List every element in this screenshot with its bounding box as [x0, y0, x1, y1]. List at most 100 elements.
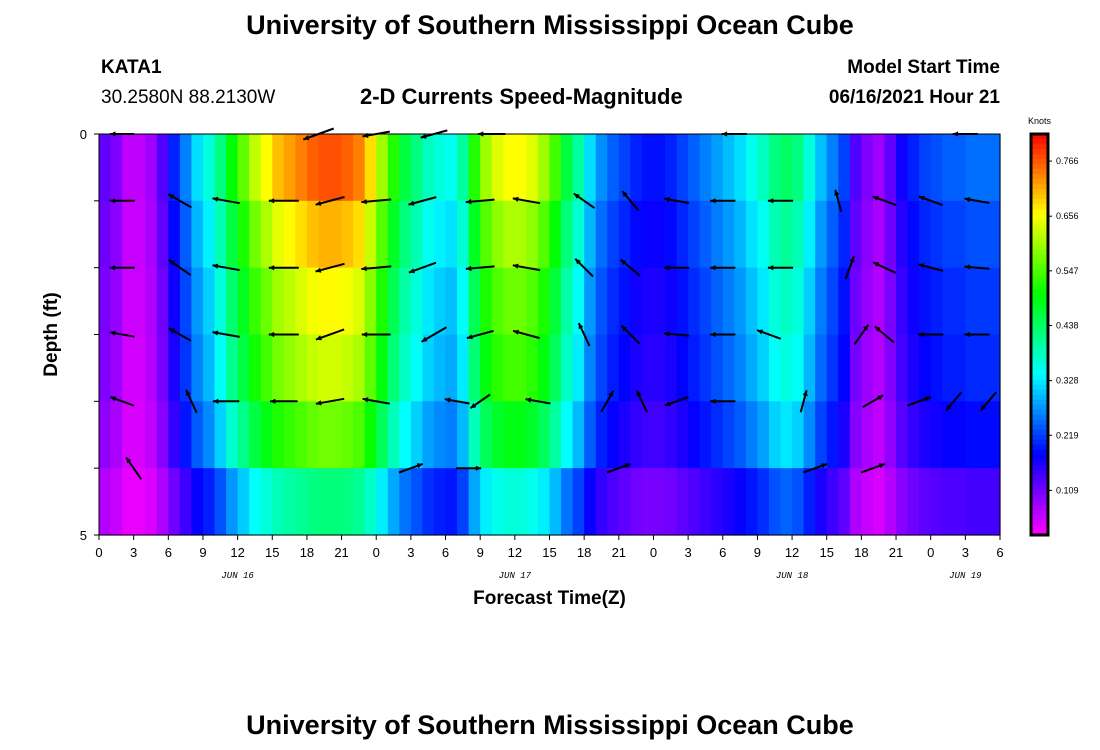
station-id: KATA1: [101, 57, 162, 78]
heatmap-cell: [561, 401, 574, 469]
current-arrow-head: [873, 262, 880, 267]
heatmap-cell: [295, 267, 308, 336]
colorbar-tick-label: 0.656: [1056, 211, 1079, 221]
heatmap-cell: [676, 401, 689, 469]
current-arrow-head: [420, 133, 427, 139]
current-arrow-head: [362, 397, 369, 403]
heatmap-cell: [445, 134, 458, 202]
heatmap-cell: [306, 401, 320, 469]
current-arrow-head: [270, 398, 276, 404]
heatmap-cell: [214, 334, 227, 402]
heatmap-cell: [711, 401, 724, 469]
heatmap-cell: [99, 401, 112, 469]
x-tick-label: 18: [300, 545, 314, 560]
heatmap-cell: [988, 134, 1001, 202]
heatmap-cell: [364, 200, 377, 269]
heatmap-cell: [872, 267, 886, 336]
heatmap-cell: [768, 134, 782, 202]
heatmap-cell: [699, 401, 712, 469]
heatmap-cell: [641, 267, 655, 336]
heatmap-cell: [410, 267, 424, 336]
heatmap-cell: [272, 267, 285, 336]
colorbar-segment: [1031, 364, 1048, 371]
heatmap-cell: [214, 134, 227, 202]
heatmap-cell: [676, 134, 689, 202]
x-axis-label: Forecast Time(Z): [473, 588, 626, 609]
heatmap-cell: [884, 134, 897, 202]
heatmap-cell: [757, 468, 770, 536]
heatmap-cell: [318, 200, 331, 269]
colorbar-segment: [1031, 329, 1048, 336]
heatmap-cell: [237, 267, 250, 336]
heatmap-cell: [641, 401, 655, 469]
heatmap-cell: [514, 468, 527, 536]
heatmap-cell: [734, 267, 747, 336]
heatmap-cell: [953, 334, 966, 402]
current-arrow-head: [470, 403, 477, 409]
heatmap-cell: [930, 334, 943, 402]
heatmap-cell: [387, 200, 400, 269]
heatmap-cell: [399, 134, 412, 202]
heatmap-cell: [318, 334, 331, 402]
colorbar-segment: [1031, 204, 1048, 210]
x-tick-label: 3: [962, 545, 969, 560]
heatmap-cell: [272, 134, 285, 202]
heatmap-cell: [99, 334, 112, 402]
heatmap-cell: [410, 200, 424, 269]
heatmap-cell: [953, 267, 966, 336]
heatmap-cell: [376, 468, 389, 536]
heatmap-cell: [965, 334, 978, 402]
heatmap-cell: [815, 401, 828, 469]
current-arrow-head: [834, 189, 840, 196]
current-arrow-head: [465, 199, 472, 205]
heatmap-cell: [665, 200, 678, 269]
heatmap-cell: [688, 334, 701, 402]
heatmap-cell: [561, 468, 574, 536]
colorbar-segment: [1031, 529, 1048, 536]
heatmap-cell: [249, 200, 262, 269]
heatmap-cell: [849, 200, 862, 269]
colorbar-segment: [1031, 314, 1048, 321]
heatmap-cell: [526, 200, 539, 269]
current-arrow-head: [212, 398, 219, 404]
heatmap-cell: [526, 334, 539, 402]
current-arrow-head: [664, 331, 670, 337]
heatmap-cell: [526, 401, 539, 469]
heatmap-cell: [630, 334, 643, 402]
current-arrow-head: [421, 336, 428, 342]
heatmap-cell: [572, 468, 585, 536]
heatmap-cell: [838, 468, 851, 536]
heatmap-cell: [722, 134, 735, 202]
heatmap-cell: [387, 267, 400, 336]
heatmap-cell: [191, 200, 204, 269]
heatmap-cell: [745, 200, 759, 269]
heatmap-cell: [699, 134, 712, 202]
heatmap-cell: [907, 401, 920, 469]
current-arrow-head: [872, 195, 879, 201]
heatmap-cell: [410, 468, 424, 536]
current-arrow-head: [109, 265, 115, 271]
heatmap-cell: [965, 468, 978, 536]
colorbar-segment: [1031, 359, 1048, 366]
heatmap-cell: [722, 200, 735, 269]
heatmap-cell: [387, 401, 400, 469]
bottom-title: University of Southern Mississippi Ocean…: [246, 710, 854, 740]
heatmap-cell: [387, 134, 400, 202]
heatmap-cell: [226, 200, 239, 269]
heatmap-cell: [387, 334, 400, 402]
heatmap-cell: [249, 401, 262, 469]
colorbar: Knots 0.766 0.656 0.547 0.438 0.328 0.219 0.109: [1028, 116, 1079, 537]
heatmap-cell: [445, 334, 458, 402]
colorbar-segment: [1031, 319, 1048, 326]
heatmap-cell: [399, 200, 412, 269]
heatmap-cell: [780, 200, 793, 269]
heatmap-cell: [884, 200, 897, 269]
heatmap-cell: [353, 134, 366, 202]
heatmap-cell: [861, 334, 874, 402]
heatmap-cell: [260, 134, 273, 202]
heatmap-cell: [376, 200, 389, 269]
current-arrow-head: [212, 196, 219, 202]
heatmap-cell: [468, 200, 481, 269]
heatmap-cell: [618, 334, 631, 402]
heatmap-cell: [237, 401, 250, 469]
